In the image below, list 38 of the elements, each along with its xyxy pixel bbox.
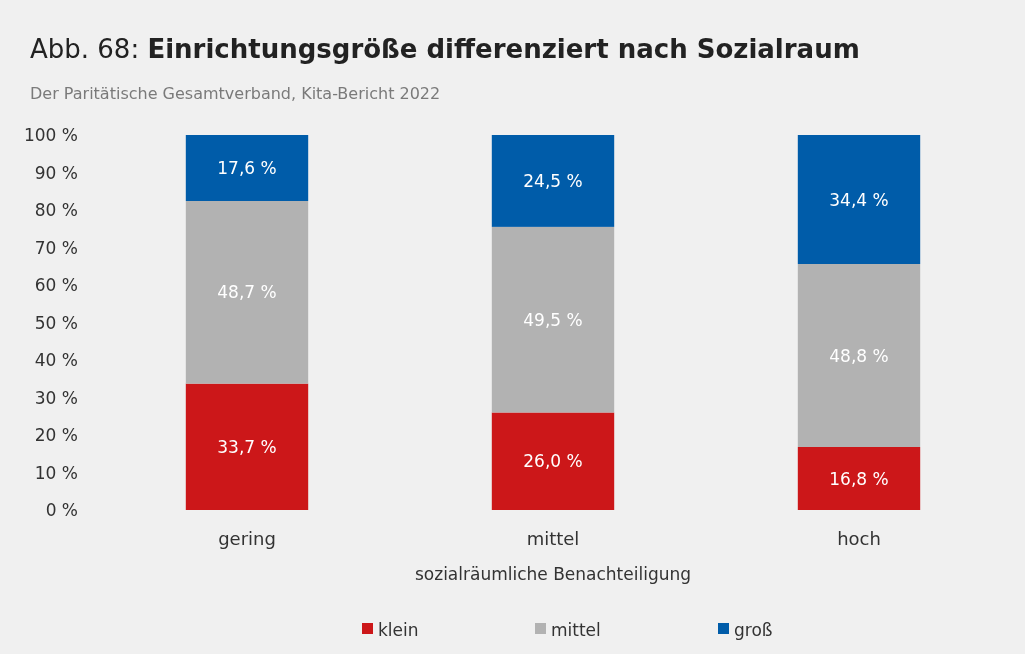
y-tick-label: 80 % <box>34 200 78 220</box>
bar <box>491 412 615 510</box>
legend-label: groß <box>734 620 773 640</box>
data-label: 17,6 % <box>217 158 277 178</box>
bar <box>185 135 309 201</box>
legend-label: mittel <box>551 620 601 640</box>
bar <box>491 226 615 413</box>
y-tick-label: 10 % <box>34 462 78 483</box>
data-label: 48,8 % <box>829 345 889 366</box>
y-tick-label: 100 % <box>23 125 78 145</box>
bar <box>185 201 309 384</box>
legend-label: klein <box>378 620 419 640</box>
data-label: 26,0 % <box>523 451 583 472</box>
chart-title: Abb. 68: Einrichtungsgröße differenziert nach Sozialraum <box>30 34 860 64</box>
y-tick-label: 70 % <box>34 237 78 258</box>
bar <box>797 135 921 264</box>
bar <box>797 447 921 510</box>
bar <box>491 135 615 227</box>
x-tick-label: mittel <box>526 528 580 549</box>
y-tick-label: 40 % <box>34 350 78 370</box>
bar <box>797 264 921 447</box>
x-axis-title: sozialräumliche Benachteiligung <box>414 564 692 584</box>
data-label: 34,4 % <box>829 189 889 210</box>
y-tick-label: 30 % <box>34 387 78 408</box>
data-label: 49,5 % <box>523 309 583 330</box>
y-tick-label: 50 % <box>34 312 78 333</box>
x-tick-label: hoch <box>837 528 881 549</box>
bar <box>185 383 309 510</box>
y-tick-label: 60 % <box>34 275 78 295</box>
data-label: 16,8 % <box>829 468 889 489</box>
y-tick-label: 0 % <box>45 500 78 520</box>
chart-subtitle: Der Paritätische Gesamtverband, Kita-Bericht 2022 <box>30 84 441 103</box>
y-tick-label: 90 % <box>34 162 78 183</box>
x-tick-label: gering <box>218 528 276 549</box>
data-label: 33,7 % <box>217 436 277 457</box>
y-tick-label: 20 % <box>34 425 78 445</box>
data-label: 24,5 % <box>523 170 583 191</box>
data-label: 48,7 % <box>217 282 277 303</box>
